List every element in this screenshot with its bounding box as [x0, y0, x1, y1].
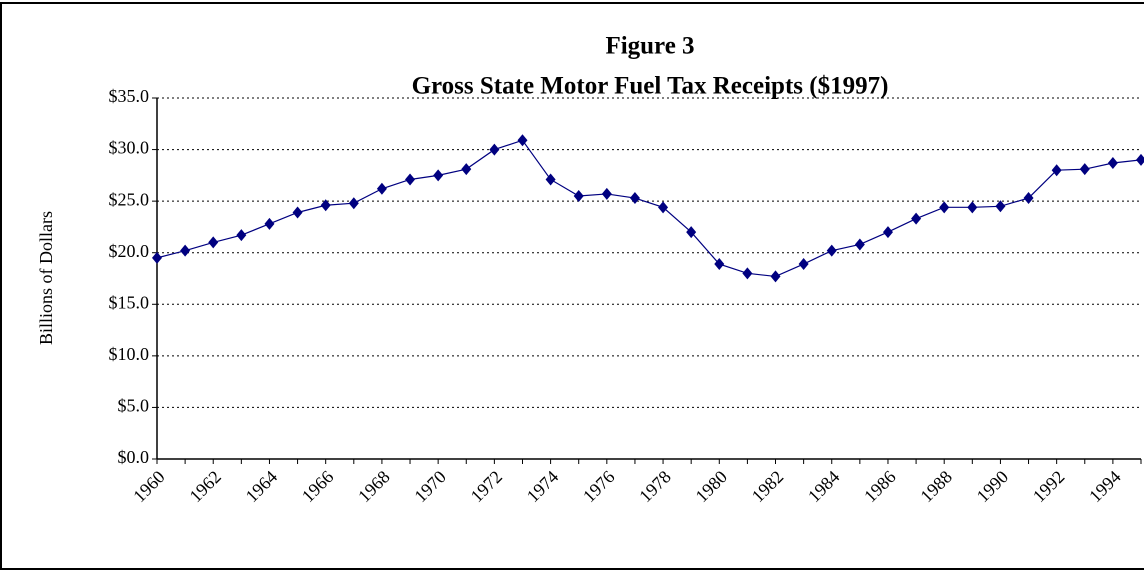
y-tick-label: $35.0	[109, 86, 150, 106]
y-tick-label: $15.0	[109, 292, 150, 312]
marker	[405, 173, 416, 186]
marker	[264, 217, 275, 230]
marker	[1107, 156, 1118, 169]
y-tick-label: $5.0	[118, 396, 150, 416]
marker	[770, 270, 781, 283]
marker	[292, 206, 303, 219]
marker	[376, 182, 387, 195]
y-tick-label: $30.0	[109, 138, 150, 158]
marker	[348, 197, 359, 210]
marker	[686, 226, 697, 239]
chart-title: Figure 3	[605, 33, 694, 60]
y-tick-label: $10.0	[109, 344, 150, 364]
marker	[1079, 163, 1090, 176]
marker	[461, 163, 472, 176]
y-tick-label: $0.0	[118, 447, 150, 467]
marker	[601, 187, 612, 200]
marker	[180, 244, 191, 257]
marker	[573, 189, 584, 202]
y-axis-label: Billions of Dollars	[36, 211, 56, 345]
marker	[208, 236, 219, 249]
marker	[882, 226, 893, 239]
marker	[1023, 192, 1034, 205]
marker	[742, 267, 753, 280]
y-tick-label: $20.0	[109, 241, 150, 261]
marker	[939, 201, 950, 214]
marker	[152, 251, 162, 264]
marker	[1051, 164, 1062, 177]
marker	[826, 244, 837, 257]
marker	[658, 201, 669, 214]
marker	[236, 229, 247, 242]
marker	[995, 200, 1006, 213]
marker	[967, 201, 978, 214]
marker	[433, 169, 444, 182]
marker	[854, 238, 865, 251]
marker	[798, 258, 809, 271]
marker	[489, 143, 500, 156]
y-tick-label: $25.0	[109, 189, 150, 209]
marker	[911, 212, 922, 225]
marker	[629, 192, 640, 205]
marker	[517, 134, 528, 147]
marker	[320, 199, 331, 212]
marker	[1136, 153, 1144, 166]
chart-subtitle: Gross State Motor Fuel Tax Receipts ($19…	[412, 73, 889, 100]
marker	[714, 258, 725, 271]
marker	[545, 173, 556, 186]
